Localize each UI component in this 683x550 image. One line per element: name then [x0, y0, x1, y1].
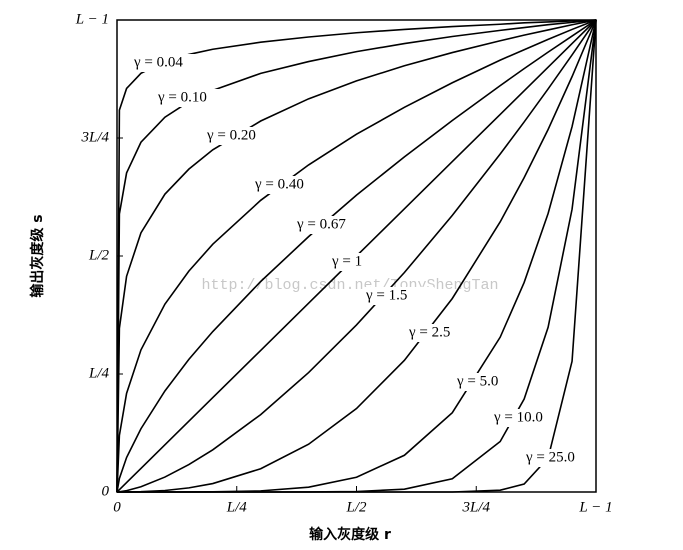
label-bg	[364, 287, 434, 305]
y-axis-label: 输出灰度级 s	[29, 214, 46, 297]
gamma-curve	[116, 19, 597, 493]
gamma-curve	[116, 19, 597, 493]
gamma-curve	[116, 19, 597, 493]
gamma-curve	[116, 19, 597, 493]
label-bg	[455, 373, 525, 391]
series-label: γ = 1.5	[365, 287, 407, 303]
series-label: γ = 0.67	[296, 216, 346, 232]
y-tick-label: L/4	[88, 365, 110, 381]
gamma-curve	[116, 19, 597, 493]
series-label: γ = 0.20	[206, 127, 256, 143]
gamma-curve	[116, 19, 597, 493]
series-label: γ = 25.0	[525, 449, 575, 465]
gamma-curve	[116, 19, 597, 493]
series-label: γ = 2.5	[408, 324, 450, 340]
y-tick-label: L − 1	[75, 11, 109, 27]
label-bg	[492, 409, 562, 427]
x-tick-label: 0	[113, 499, 121, 515]
watermark: http://blog.csdn.net/TonyShengTan	[201, 277, 498, 294]
gamma-curve	[117, 19, 597, 493]
label-bg	[330, 253, 400, 271]
y-tick-label: L/2	[88, 247, 110, 263]
series-label: γ = 10.0	[493, 409, 543, 425]
series-label: γ = 0.40	[254, 176, 304, 192]
label-bg	[205, 127, 275, 145]
y-tick-label: 3L/4	[80, 129, 109, 145]
label-bg	[253, 176, 323, 194]
label-bg	[156, 89, 226, 107]
label-bg	[295, 216, 365, 234]
x-tick-label: L/2	[345, 499, 367, 515]
series-label: γ = 0.04	[133, 54, 183, 70]
x-tick-label: L − 1	[578, 499, 612, 515]
label-bg	[407, 324, 477, 342]
series-label: γ = 1	[331, 253, 362, 269]
label-bg	[132, 54, 202, 72]
series-label: γ = 0.10	[157, 89, 207, 105]
label-bg	[524, 449, 594, 467]
y-tick-label: 0	[102, 483, 110, 499]
series-label: γ = 5.0	[456, 373, 498, 389]
x-tick-label: 3L/4	[461, 499, 490, 515]
x-tick-label: L/4	[226, 499, 248, 515]
x-axis-label: 输入灰度级 r	[309, 526, 391, 543]
